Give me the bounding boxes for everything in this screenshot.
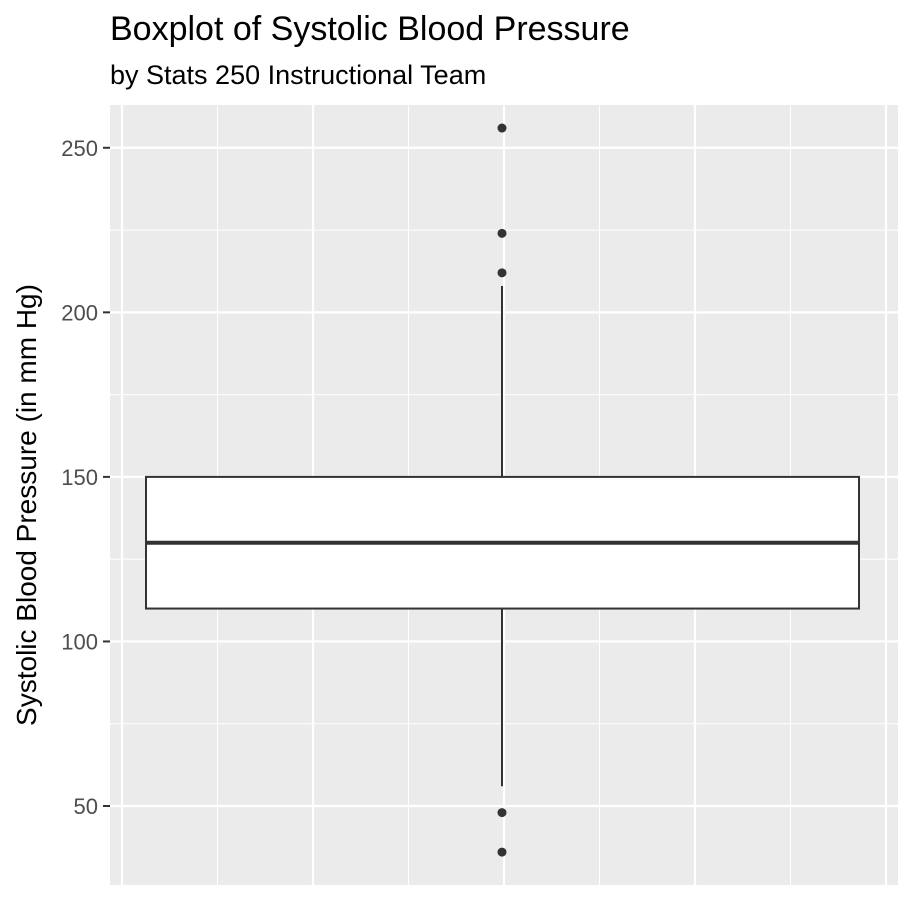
- chart-title: Boxplot of Systolic Blood Pressure: [110, 10, 630, 48]
- y-tick-label: 150: [61, 465, 98, 490]
- outlier-point: [497, 268, 507, 278]
- y-tick-label: 50: [74, 794, 98, 819]
- y-tick-label: 250: [61, 136, 98, 161]
- outlier-point: [497, 847, 507, 857]
- y-tick-label: 100: [61, 629, 98, 654]
- outlier-point: [497, 808, 507, 818]
- outlier-point: [497, 123, 507, 133]
- outlier-point: [497, 228, 507, 238]
- chart-subtitle: by Stats 250 Instructional Team: [110, 60, 487, 90]
- y-tick-label: 200: [61, 300, 98, 325]
